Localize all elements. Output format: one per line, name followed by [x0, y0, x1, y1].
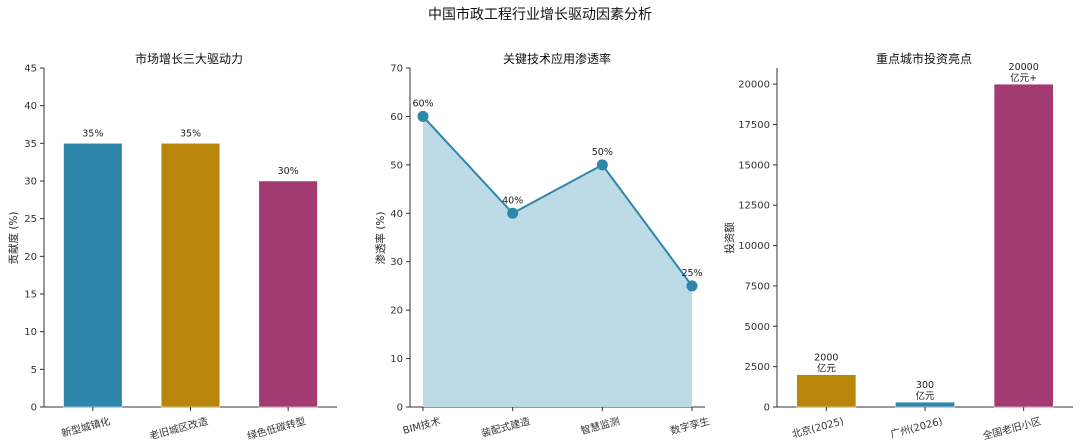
bar	[993, 83, 1054, 408]
bar-value-label: 30%	[278, 166, 299, 177]
bar-value-label: 300	[916, 380, 934, 391]
bar-value-label: 35%	[180, 128, 201, 139]
y-tick-label: 0	[31, 403, 37, 414]
y-tick-label: 5000	[745, 322, 770, 333]
y-tick-label: 0	[764, 403, 770, 414]
y-tick-label: 15	[24, 290, 37, 301]
data-point	[507, 207, 519, 219]
panel-3-ylabel: 投资额	[723, 222, 736, 254]
y-tick-label: 15000	[738, 160, 770, 171]
x-tick-label: 老旧城区改造	[148, 414, 209, 442]
bar-unit-label: 亿元	[817, 363, 837, 375]
y-tick-label: 30	[24, 177, 37, 188]
data-point	[686, 280, 698, 292]
bar	[63, 143, 123, 408]
panel-2-title: 关键技术应用渗透率	[503, 51, 611, 66]
y-tick-label: 17500	[738, 120, 770, 131]
x-tick-label: 装配式建造	[480, 414, 532, 439]
panel-market-drivers: 市场增长三大驱动力 贡献度 (%) 0 5 10 15 20 25 30 35 40 45 35% 3…	[7, 51, 337, 442]
data-point	[417, 110, 429, 122]
x-tick-label: 智慧监测	[579, 414, 621, 437]
panel-3-plot: 0 2500 5000 7500 10000 12500 15000 17500 20000 20…	[738, 62, 1073, 442]
y-tick-label: 20	[390, 306, 403, 317]
x-tick-label: 广州(2026)	[889, 415, 944, 440]
bar	[258, 180, 318, 408]
panel-3-title: 重点城市投资亮点	[876, 51, 972, 66]
y-tick-label: 0	[397, 403, 403, 414]
series-line	[422, 115, 693, 287]
data-point	[596, 159, 608, 171]
point-value-label: 40%	[502, 195, 523, 206]
panel-city-investment: 重点城市投资亮点 投资额 0 2500 5000 7500 10000 12500 1500…	[723, 51, 1073, 442]
bar-unit-label: 亿元+	[1010, 72, 1037, 84]
point-value-label: 50%	[592, 147, 613, 158]
y-tick-label: 5	[31, 365, 37, 376]
y-tick-label: 50	[390, 160, 403, 171]
panel-1-ylabel: 贡献度 (%)	[7, 211, 20, 264]
bar	[160, 143, 221, 408]
y-tick-label: 70	[390, 64, 403, 75]
bar-value-label: 2000	[814, 353, 838, 364]
y-tick-label: 25	[24, 214, 37, 225]
x-tick-label: 绿色低碳转型	[246, 414, 307, 442]
panel-1-plot: 0 5 10 15 20 25 30 35 40 45 35% 35% 30% 新型城镇化 老旧城区改造 绿色…	[24, 64, 337, 442]
bar-value-label: 35%	[82, 128, 103, 139]
y-tick-label: 20000	[738, 80, 770, 91]
bar-unit-label: 亿元	[915, 390, 935, 402]
y-tick-label: 10000	[738, 241, 770, 252]
point-value-label: 25%	[681, 268, 702, 279]
y-tick-label: 10	[390, 354, 403, 365]
y-tick-label: 12500	[738, 201, 770, 212]
panel-1-title: 市场增长三大驱动力	[135, 51, 243, 66]
panel-tech-penetration: 关键技术应用渗透率 渗透率 (%) 0 10 20 30 40 50 60 70 60% 40% 5…	[374, 51, 711, 440]
bar	[796, 374, 857, 408]
x-tick-label: BIM技术	[401, 414, 441, 437]
point-value-label: 60%	[412, 98, 433, 109]
y-tick-label: 45	[24, 64, 37, 75]
y-tick-label: 7500	[745, 281, 770, 292]
x-tick-label: 新型城镇化	[60, 414, 112, 439]
y-tick-label: 20	[24, 252, 37, 263]
bar	[895, 401, 955, 408]
bar-value-label: 20000	[1009, 62, 1039, 73]
x-tick-label: 数字孪生	[669, 414, 711, 437]
y-tick-label: 2500	[745, 362, 770, 373]
y-tick-label: 30	[390, 257, 403, 268]
y-tick-label: 40	[390, 209, 403, 220]
y-tick-label: 35	[24, 139, 37, 150]
y-tick-label: 40	[24, 101, 37, 112]
y-tick-label: 10	[24, 327, 37, 338]
x-tick-label: 全国老旧小区	[981, 414, 1042, 442]
panel-2-ylabel: 渗透率 (%)	[374, 211, 387, 264]
panel-2-plot: 0 10 20 30 40 50 60 70 60% 40% 50% 25% BIM技术 装配式建造 智慧监…	[390, 64, 711, 440]
y-tick-label: 60	[390, 112, 403, 123]
figure-title: 中国市政工程行业增长驱动因素分析	[428, 6, 652, 23]
x-tick-label: 北京(2025)	[790, 414, 845, 440]
